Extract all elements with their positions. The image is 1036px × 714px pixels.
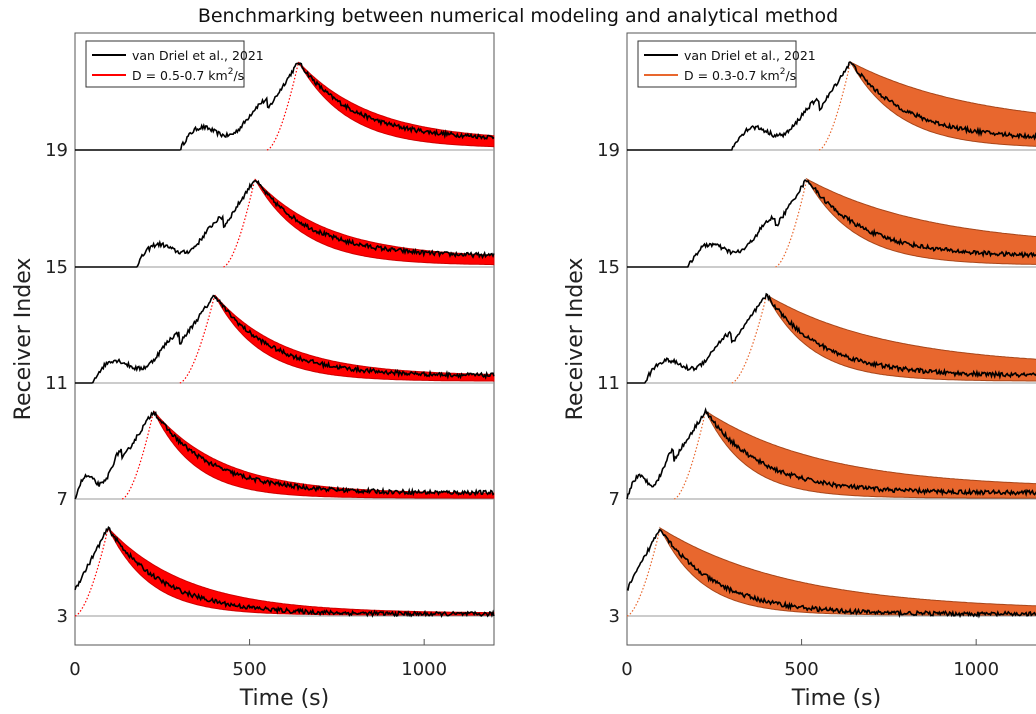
- x-tick-label: 500: [232, 659, 266, 680]
- model-band: [214, 294, 495, 382]
- observed-trace: [627, 179, 1036, 268]
- x-tick-label: 0: [69, 659, 80, 680]
- y-tick-label: 11: [45, 373, 68, 394]
- observed-trace: [75, 179, 495, 268]
- legend-label-prefix: D = 0.3-0.7 km: [684, 68, 780, 83]
- x-tick-label: 1000: [401, 659, 447, 680]
- trace-receiver-3: 3: [57, 525, 495, 627]
- trace-receiver-15: 15: [597, 177, 1036, 278]
- x-tick-label: 500: [784, 659, 818, 680]
- legend-entry: van Driel et al., 2021: [684, 48, 816, 63]
- observed-trace: [75, 294, 495, 384]
- trace-receiver-19: 19: [45, 61, 495, 161]
- legend-label-suffix: /s: [785, 68, 796, 83]
- legend: van Driel et al., 2021 D = 0.3-0.7 km2/s: [637, 40, 816, 88]
- model-band: [805, 177, 1036, 265]
- observed-trace: [626, 406, 1036, 500]
- trace-receiver-3: 3: [609, 526, 1036, 627]
- y-axis-label: Receiver Index: [563, 258, 588, 421]
- trace-receiver-19: 19: [597, 60, 1036, 161]
- legend-box: [85, 40, 245, 88]
- trace-receiver-15: 15: [45, 178, 495, 278]
- model-onset: [673, 410, 707, 500]
- axes-frame: [74, 32, 495, 646]
- y-tick-label: 3: [57, 606, 68, 627]
- axes-frame: [626, 32, 1036, 646]
- trace-receiver-7: 7: [57, 410, 495, 510]
- legend-label-sup: 2: [228, 67, 234, 77]
- x-tick-label: 0: [621, 659, 632, 680]
- x-axis-label: Time (s): [791, 686, 881, 711]
- model-band: [298, 61, 495, 148]
- y-tick-label: 15: [597, 257, 620, 278]
- panel-left: 0 500 1000 Time (s) Receiver Index 19 15 11 7 3 va…: [11, 32, 495, 711]
- legend-label-sup: 2: [780, 67, 786, 77]
- observed-trace: [627, 292, 1036, 384]
- legend-label-suffix: /s: [233, 68, 244, 83]
- model-onset: [121, 410, 155, 500]
- model-band: [153, 410, 495, 499]
- model-onset: [74, 530, 109, 617]
- y-tick-label: 3: [609, 606, 620, 627]
- legend-label-prefix: D = 0.5-0.7 km: [132, 68, 228, 83]
- observed-trace: [74, 410, 495, 500]
- trace-receiver-11: 11: [597, 292, 1036, 394]
- y-axis-label: Receiver Index: [11, 258, 36, 421]
- x-axis-label: Time (s): [239, 686, 329, 711]
- legend: van Driel et al., 2021 D = 0.5-0.7 km2/s: [85, 40, 264, 88]
- trace-receiver-11: 11: [45, 294, 495, 394]
- model-band: [765, 293, 1036, 382]
- model-onset: [179, 296, 215, 384]
- panel-right: 0 500 1000 Time (s) Receiver Index 19 15 11 7 3 va…: [563, 32, 1036, 711]
- model-band: [254, 178, 495, 266]
- y-tick-label: 7: [57, 489, 68, 510]
- observed-trace: [74, 525, 495, 619]
- model-onset: [626, 530, 661, 617]
- figure-title: Benchmarking between numerical modeling …: [198, 5, 838, 27]
- y-tick-label: 19: [45, 140, 68, 161]
- legend-box: [637, 40, 797, 88]
- observed-trace: [75, 62, 495, 151]
- model-onset: [775, 178, 808, 268]
- observed-trace: [626, 528, 1036, 619]
- x-tick-label: 1000: [953, 659, 999, 680]
- legend-entry: D = 0.5-0.7 km2/s: [132, 67, 244, 83]
- trace-receiver-7: 7: [609, 406, 1036, 510]
- model-band: [849, 60, 1036, 147]
- legend-entry: van Driel et al., 2021: [132, 48, 264, 63]
- model-onset: [266, 61, 300, 151]
- model-onset: [731, 296, 767, 384]
- observed-trace: [627, 61, 1036, 151]
- model-band: [658, 526, 1036, 616]
- y-tick-label: 19: [597, 140, 620, 161]
- y-tick-label: 15: [45, 257, 68, 278]
- model-onset: [818, 61, 852, 151]
- y-tick-label: 11: [597, 373, 620, 394]
- model-band: [704, 409, 1036, 499]
- legend-entry: D = 0.3-0.7 km2/s: [684, 67, 796, 83]
- model-onset: [223, 178, 256, 268]
- y-tick-label: 7: [609, 489, 620, 510]
